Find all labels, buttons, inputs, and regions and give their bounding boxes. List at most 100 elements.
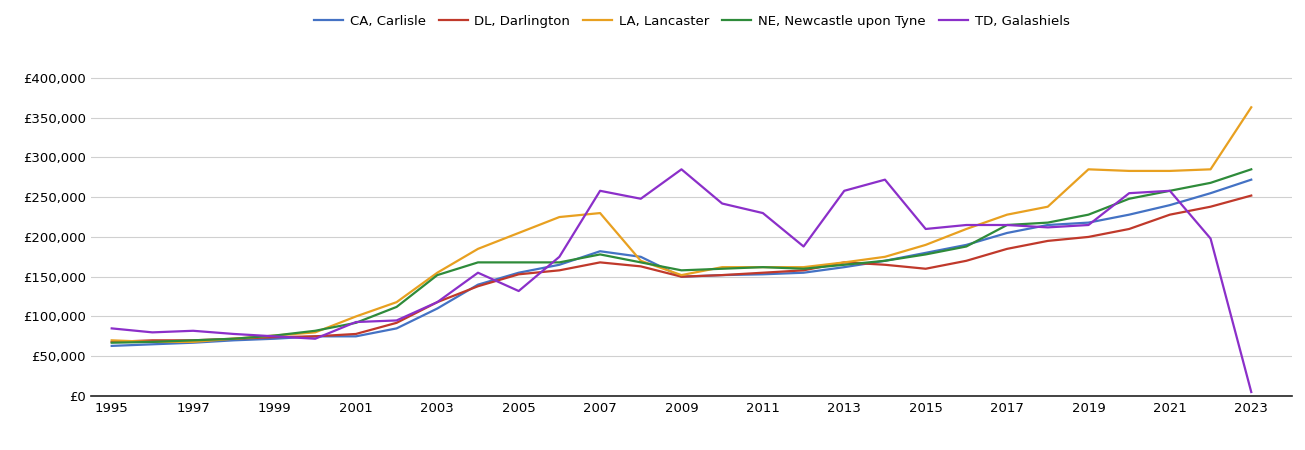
- DL, Darlington: [389, 320, 405, 325]
- TD, Galashiels: [714, 201, 729, 206]
- LA, Lancaster: [226, 336, 241, 342]
- TD, Galashiels: [510, 288, 526, 294]
- CA, Carlisle: [633, 254, 649, 260]
- CA, Carlisle: [917, 250, 933, 256]
- TD, Galashiels: [470, 270, 485, 275]
- TD, Galashiels: [796, 244, 812, 249]
- NE, Newcastle upon Tyne: [1081, 212, 1096, 217]
- NE, Newcastle upon Tyne: [837, 262, 852, 267]
- Legend: CA, Carlisle, DL, Darlington, LA, Lancaster, NE, Newcastle upon Tyne, TD, Galash: CA, Carlisle, DL, Darlington, LA, Lancas…: [308, 9, 1075, 33]
- Line: LA, Lancaster: LA, Lancaster: [112, 107, 1251, 342]
- LA, Lancaster: [470, 246, 485, 252]
- DL, Darlington: [1000, 246, 1015, 252]
- CA, Carlisle: [510, 270, 526, 275]
- NE, Newcastle upon Tyne: [510, 260, 526, 265]
- NE, Newcastle upon Tyne: [917, 252, 933, 257]
- LA, Lancaster: [389, 299, 405, 305]
- TD, Galashiels: [389, 318, 405, 323]
- CA, Carlisle: [592, 248, 608, 254]
- TD, Galashiels: [877, 177, 893, 182]
- NE, Newcastle upon Tyne: [1121, 196, 1137, 202]
- LA, Lancaster: [1161, 168, 1177, 174]
- NE, Newcastle upon Tyne: [470, 260, 485, 265]
- LA, Lancaster: [145, 339, 161, 345]
- DL, Darlington: [756, 270, 771, 275]
- DL, Darlington: [714, 272, 729, 278]
- TD, Galashiels: [308, 336, 324, 342]
- LA, Lancaster: [1244, 104, 1259, 110]
- CA, Carlisle: [673, 274, 689, 279]
- NE, Newcastle upon Tyne: [266, 333, 282, 338]
- DL, Darlington: [185, 338, 201, 343]
- DL, Darlington: [837, 260, 852, 265]
- TD, Galashiels: [552, 254, 568, 260]
- NE, Newcastle upon Tyne: [1040, 220, 1056, 225]
- LA, Lancaster: [633, 258, 649, 264]
- DL, Darlington: [145, 338, 161, 343]
- CA, Carlisle: [145, 342, 161, 347]
- CA, Carlisle: [1000, 230, 1015, 236]
- NE, Newcastle upon Tyne: [389, 304, 405, 310]
- CA, Carlisle: [714, 272, 729, 278]
- CA, Carlisle: [1040, 222, 1056, 228]
- CA, Carlisle: [756, 272, 771, 277]
- TD, Galashiels: [837, 188, 852, 194]
- NE, Newcastle upon Tyne: [673, 268, 689, 273]
- NE, Newcastle upon Tyne: [592, 252, 608, 257]
- DL, Darlington: [633, 264, 649, 269]
- LA, Lancaster: [917, 242, 933, 248]
- DL, Darlington: [429, 299, 445, 305]
- DL, Darlington: [1121, 226, 1137, 232]
- TD, Galashiels: [185, 328, 201, 333]
- TD, Galashiels: [1081, 222, 1096, 228]
- DL, Darlington: [959, 258, 975, 264]
- LA, Lancaster: [714, 265, 729, 270]
- CA, Carlisle: [1244, 177, 1259, 182]
- CA, Carlisle: [1121, 212, 1137, 217]
- NE, Newcastle upon Tyne: [1203, 180, 1219, 185]
- CA, Carlisle: [266, 336, 282, 342]
- DL, Darlington: [470, 284, 485, 289]
- DL, Darlington: [877, 262, 893, 267]
- NE, Newcastle upon Tyne: [1000, 222, 1015, 228]
- LA, Lancaster: [429, 270, 445, 275]
- CA, Carlisle: [470, 282, 485, 288]
- DL, Darlington: [796, 268, 812, 273]
- DL, Darlington: [917, 266, 933, 271]
- Line: CA, Carlisle: CA, Carlisle: [112, 180, 1251, 346]
- TD, Galashiels: [1203, 236, 1219, 241]
- NE, Newcastle upon Tyne: [308, 328, 324, 333]
- DL, Darlington: [266, 334, 282, 340]
- LA, Lancaster: [1203, 166, 1219, 172]
- TD, Galashiels: [266, 333, 282, 339]
- CA, Carlisle: [429, 306, 445, 311]
- TD, Galashiels: [917, 226, 933, 232]
- CA, Carlisle: [1203, 190, 1219, 196]
- CA, Carlisle: [837, 265, 852, 270]
- LA, Lancaster: [1000, 212, 1015, 217]
- LA, Lancaster: [837, 260, 852, 265]
- TD, Galashiels: [673, 166, 689, 172]
- DL, Darlington: [1081, 234, 1096, 240]
- DL, Darlington: [104, 339, 120, 345]
- NE, Newcastle upon Tyne: [633, 260, 649, 265]
- TD, Galashiels: [756, 210, 771, 216]
- NE, Newcastle upon Tyne: [145, 339, 161, 345]
- NE, Newcastle upon Tyne: [226, 336, 241, 342]
- LA, Lancaster: [308, 330, 324, 335]
- NE, Newcastle upon Tyne: [1161, 188, 1177, 194]
- CA, Carlisle: [1161, 202, 1177, 208]
- DL, Darlington: [1203, 204, 1219, 209]
- DL, Darlington: [1161, 212, 1177, 217]
- DL, Darlington: [592, 260, 608, 265]
- NE, Newcastle upon Tyne: [877, 258, 893, 264]
- TD, Galashiels: [592, 188, 608, 194]
- NE, Newcastle upon Tyne: [348, 320, 364, 325]
- CA, Carlisle: [552, 262, 568, 267]
- TD, Galashiels: [145, 330, 161, 335]
- DL, Darlington: [1244, 193, 1259, 198]
- LA, Lancaster: [1081, 166, 1096, 172]
- DL, Darlington: [348, 331, 364, 337]
- LA, Lancaster: [756, 265, 771, 270]
- Line: TD, Galashiels: TD, Galashiels: [112, 169, 1251, 392]
